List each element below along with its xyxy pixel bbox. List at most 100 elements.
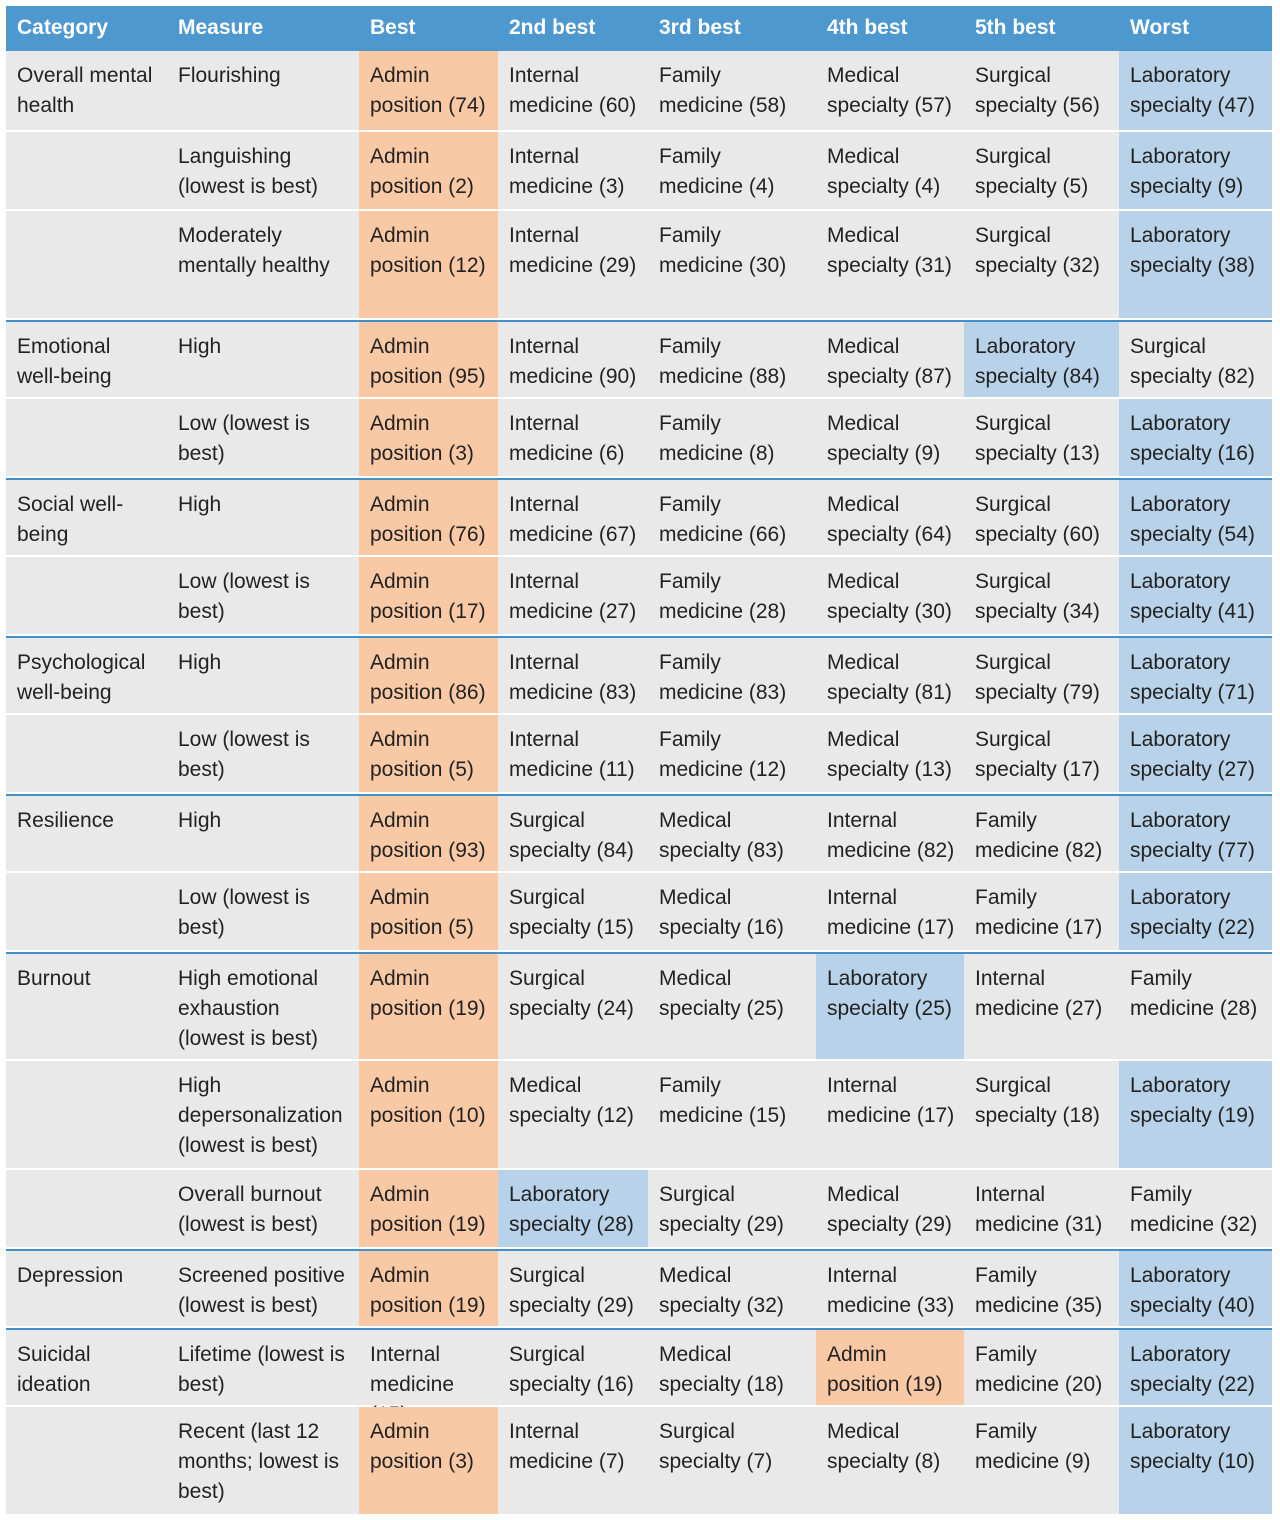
cell-measure: Overall burnout (lowest is best): [178, 1183, 322, 1236]
cell-second-best: Internal medicine (67): [509, 493, 637, 546]
cell-worst: Laboratory specialty (16): [1119, 399, 1272, 476]
cell-second-best: Internal medicine (29): [509, 224, 637, 277]
cell-fourth-best: Medical specialty (30): [827, 570, 952, 623]
cell-second-best: Medical specialty (12): [509, 1074, 634, 1127]
cell-third-best: Family medicine (83): [659, 651, 787, 704]
table-row: Low (lowest is best) Admin position (5) In…: [6, 715, 1272, 794]
cell-third-best: Family medicine (15): [659, 1074, 787, 1127]
cell-best: Admin position (19): [359, 954, 498, 1059]
table-row: Overall mental health Flourishing Admin po…: [6, 51, 1272, 132]
cell-fifth-best: Family medicine (35): [975, 1264, 1103, 1317]
cell-measure: Lifetime (lowest is best): [178, 1343, 345, 1396]
cell-third-best: Medical specialty (32): [659, 1264, 784, 1317]
cell-third-best: Family medicine (30): [659, 224, 787, 277]
cell-category: Depression: [17, 1264, 124, 1287]
cell-second-best: Surgical specialty (16): [509, 1343, 634, 1396]
table-row: Resilience High Admin position (93) Surgica…: [6, 794, 1272, 873]
cell-category: Overall mental health: [17, 64, 153, 117]
cell-best: Admin position (74): [359, 51, 498, 130]
cell-second-best: Internal medicine (90): [509, 335, 637, 388]
cell-fourth-best: Medical specialty (64): [827, 493, 952, 546]
cell-best: Admin position (17): [359, 557, 498, 634]
cell-best: Admin position (19): [359, 1170, 498, 1247]
cell-category: [6, 132, 167, 209]
cell-fifth-best: Surgical specialty (13): [975, 412, 1100, 465]
cell-second-best: Surgical specialty (84): [509, 809, 634, 862]
cell-fifth-best: Family medicine (20): [975, 1343, 1103, 1396]
cell-fourth-best: Admin position (19): [816, 1330, 964, 1405]
header-4th-best: 4th best: [827, 16, 908, 39]
cell-category: [6, 715, 167, 792]
cell-worst: Laboratory specialty (41): [1119, 557, 1272, 634]
cell-fourth-best: Medical specialty (31): [827, 224, 952, 277]
cell-third-best: Family medicine (8): [659, 412, 775, 465]
header-3rd-best: 3rd best: [659, 16, 741, 39]
cell-second-best: Internal medicine (6): [509, 412, 625, 465]
cell-second-best: Surgical specialty (24): [509, 967, 634, 1020]
cell-worst: Laboratory specialty (77): [1119, 796, 1272, 871]
cell-fifth-best: Surgical specialty (5): [975, 145, 1089, 198]
cell-second-best: Internal medicine (60): [509, 64, 637, 117]
cell-worst: Laboratory specialty (9): [1119, 132, 1272, 209]
cell-fifth-best: Family medicine (82): [975, 809, 1103, 862]
header-category: Category: [17, 16, 109, 39]
cell-third-best: Medical specialty (18): [659, 1343, 784, 1396]
cell-best: Admin position (10): [359, 1061, 498, 1168]
header-measure: Measure: [178, 16, 264, 39]
cell-worst: Laboratory specialty (27): [1119, 715, 1272, 792]
cell-worst: Laboratory specialty (19): [1119, 1061, 1272, 1168]
cell-second-best: Surgical specialty (15): [509, 886, 634, 939]
cell-best: Admin position (93): [359, 796, 498, 871]
cell-measure: Languishing (lowest is best): [178, 145, 319, 198]
cell-second-best: Internal medicine (11): [509, 728, 635, 781]
cell-measure: Low (lowest is best): [178, 412, 310, 465]
table-row: Languishing (lowest is best) Admin positi…: [6, 132, 1272, 211]
cell-best: Admin position (86): [359, 638, 498, 713]
cell-fifth-best: Family medicine (9): [975, 1420, 1091, 1473]
cell-third-best: Family medicine (88): [659, 335, 787, 388]
header-2nd-best: 2nd best: [509, 16, 596, 39]
cell-second-best: Internal medicine (27): [509, 570, 637, 623]
cell-fifth-best: Surgical specialty (18): [975, 1074, 1100, 1127]
cell-measure: High: [178, 335, 222, 358]
table-row: Low (lowest is best) Admin position (3) In…: [6, 399, 1272, 478]
cell-second-best: Surgical specialty (29): [509, 1264, 634, 1317]
cell-fourth-best: Medical specialty (87): [827, 335, 952, 388]
table-row: Suicidal ideation Lifetime (lowest is bes…: [6, 1328, 1272, 1426]
table-row: Low (lowest is best) Admin position (5) Su…: [6, 873, 1272, 952]
cell-category: Emotional well-being: [17, 335, 112, 388]
cell-second-best: Internal medicine (7): [509, 1420, 625, 1473]
cell-worst: Laboratory specialty (40): [1119, 1251, 1272, 1326]
cell-best: Admin position (12): [359, 211, 498, 318]
cell-worst: Surgical specialty (82): [1130, 335, 1255, 388]
cell-third-best: Medical specialty (83): [659, 809, 784, 862]
table-row: Psychological well-being High Admin positi…: [6, 636, 1272, 715]
cell-measure: Flourishing: [178, 64, 281, 87]
cell-fourth-best: Medical specialty (29): [827, 1183, 952, 1236]
cell-fifth-best: Internal medicine (27): [975, 967, 1103, 1020]
cell-measure: Recent (last 12 months; lowest is best): [178, 1420, 340, 1503]
cell-best: Admin position (76): [359, 480, 498, 555]
cell-fifth-best: Laboratory specialty (84): [964, 322, 1119, 397]
cell-category: [6, 557, 167, 634]
cell-third-best: Family medicine (58): [659, 64, 787, 117]
cell-fourth-best: Medical specialty (9): [827, 412, 941, 465]
cell-second-best: Internal medicine (83): [509, 651, 637, 704]
cell-best: Internal medicine (15): [370, 1343, 455, 1426]
cell-best: Admin position (19): [359, 1251, 498, 1326]
cell-measure: Low (lowest is best): [178, 886, 310, 939]
table-row: High depersonalization (lowest is best) A…: [6, 1061, 1272, 1170]
cell-measure: High emotional exhaustion (lowest is bes…: [178, 967, 319, 1050]
cell-fourth-best: Internal medicine (17): [827, 886, 955, 939]
cell-worst: Family medicine (28): [1130, 967, 1258, 1020]
header-5th-best: 5th best: [975, 16, 1056, 39]
cell-fourth-best: Medical specialty (13): [827, 728, 952, 781]
cell-third-best: Surgical specialty (7): [659, 1420, 773, 1473]
cell-fourth-best: Medical specialty (81): [827, 651, 952, 704]
cell-best: Admin position (5): [359, 715, 498, 792]
cell-measure: Low (lowest is best): [178, 570, 310, 623]
cell-worst: Laboratory specialty (10): [1119, 1407, 1272, 1514]
cell-fifth-best: Internal medicine (31): [975, 1183, 1103, 1236]
cell-third-best: Family medicine (66): [659, 493, 787, 546]
table-row: Low (lowest is best) Admin position (17) I…: [6, 557, 1272, 636]
